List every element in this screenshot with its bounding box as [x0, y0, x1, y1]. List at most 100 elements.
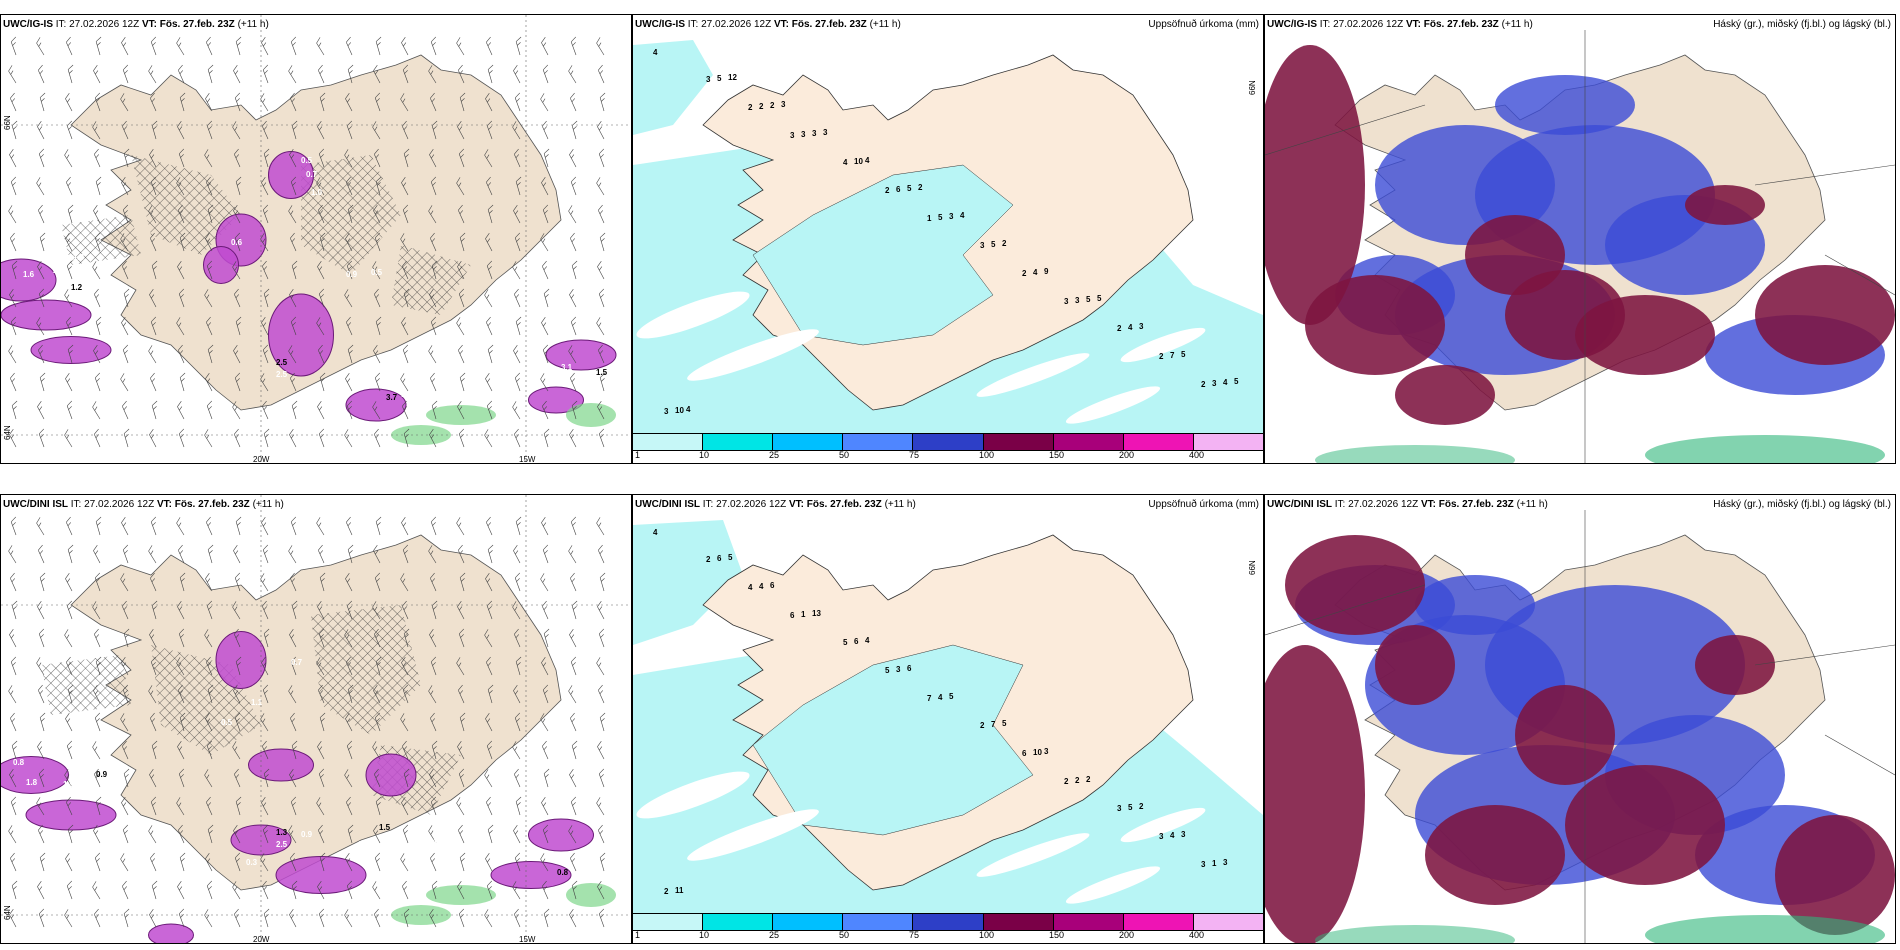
wind-barb — [262, 344, 269, 364]
precip-value-label: 4 — [748, 583, 753, 592]
wind-barb — [39, 572, 46, 592]
wind-barb — [570, 372, 577, 392]
wind-precip-label: 1.1 — [251, 698, 263, 707]
wind-barb — [64, 289, 73, 308]
precip-value-label: 2 — [1201, 380, 1206, 389]
wind-barb — [542, 64, 549, 84]
wind-barb — [514, 712, 521, 732]
wind-barb — [431, 880, 438, 900]
wind-barb — [178, 64, 185, 84]
wind-barb — [37, 880, 45, 900]
precip-value-label: 6 — [907, 664, 912, 673]
wind-barb — [373, 64, 381, 84]
wind-barb — [374, 148, 381, 168]
snow-hatch — [41, 655, 131, 715]
wind-barb — [67, 204, 74, 224]
wind-barb — [179, 712, 186, 732]
wind-barb — [36, 657, 45, 676]
precip-value-label: 10 — [854, 157, 863, 166]
wind-barb — [347, 544, 354, 564]
wind-barb — [459, 712, 466, 732]
wind-barb — [596, 657, 605, 676]
wind-barb — [207, 64, 214, 84]
wind-barb — [569, 628, 577, 648]
wind-barb — [150, 852, 157, 872]
wind-barb — [38, 204, 45, 224]
wind-barb — [232, 401, 241, 420]
wind-barb — [150, 176, 157, 196]
wind-barb — [38, 288, 45, 308]
wind-barb — [374, 712, 381, 732]
wind-barb — [429, 288, 437, 308]
wind-barb — [428, 545, 437, 564]
wind-barb — [484, 289, 493, 308]
wind-barb — [458, 768, 465, 788]
wind-barb — [540, 233, 549, 252]
wind-precip-label: 1.9 — [63, 780, 75, 789]
wind-barb — [205, 372, 213, 392]
wind-barb — [66, 796, 73, 816]
wind-barb — [597, 880, 605, 900]
wind-barb — [8, 65, 17, 84]
wind-barb — [8, 205, 17, 224]
wind-barb — [373, 684, 381, 704]
wind-barb — [261, 316, 269, 336]
precip-value-label: 6 — [770, 581, 775, 590]
wind-barb — [121, 516, 129, 536]
wind-barb — [123, 628, 130, 648]
wind-barb — [178, 824, 185, 844]
wind-barb — [206, 316, 213, 336]
wind-barb — [291, 400, 298, 420]
legend-tick-label: 150 — [1049, 930, 1065, 940]
wind-barb — [9, 428, 17, 448]
boundary-line — [1824, 734, 1895, 776]
wind-barb — [38, 684, 45, 704]
wind-barb — [148, 685, 157, 704]
wind-barb — [67, 824, 74, 844]
wind-barb — [569, 148, 577, 168]
wind-barb — [148, 205, 157, 224]
wind-barb — [345, 232, 353, 252]
wind-barb — [318, 768, 325, 788]
wind-barb — [570, 796, 577, 816]
wind-barb — [121, 796, 129, 816]
snow-hatch — [301, 155, 401, 275]
wind-barb — [94, 288, 101, 308]
wind-barb — [120, 853, 129, 872]
wind-barb — [151, 740, 158, 760]
wind-barb — [513, 344, 521, 364]
wind-barb — [93, 824, 101, 844]
precip-legend — [633, 433, 1263, 451]
wind-barb — [429, 148, 437, 168]
precip-value-label: 10 — [675, 406, 684, 415]
wind-barb — [598, 824, 605, 844]
wind-barb — [93, 204, 101, 224]
wind-barb — [94, 852, 101, 872]
precip-value-label: 2 — [885, 186, 890, 195]
wind-barb — [597, 740, 605, 760]
wind-barb — [345, 712, 353, 732]
wind-barb — [204, 429, 213, 448]
wind-barb — [204, 909, 213, 928]
wind-barb — [402, 260, 409, 280]
precip-title: Uppsöfnuð úrkoma (mm) — [1148, 499, 1259, 510]
precip-value-label: 5 — [949, 692, 954, 701]
precip-value-label: 4 — [843, 158, 848, 167]
wind-barb — [403, 288, 410, 308]
wind-barb — [374, 92, 381, 112]
precip-value-label: 4 — [686, 405, 691, 414]
wind-barb — [428, 825, 437, 844]
wind-barb — [235, 316, 242, 336]
wind-barb — [569, 768, 577, 788]
wind-barb — [542, 824, 549, 844]
legend-swatch — [773, 434, 844, 450]
snow-hatch — [131, 155, 241, 255]
wind-barb — [232, 741, 241, 760]
wind-barb — [374, 572, 381, 592]
wind-barb — [375, 516, 382, 536]
wind-barb — [149, 908, 157, 928]
wind-barb — [401, 176, 409, 196]
wind-barb — [402, 880, 409, 900]
wind-barb — [179, 372, 186, 392]
wind-barb — [233, 544, 241, 564]
